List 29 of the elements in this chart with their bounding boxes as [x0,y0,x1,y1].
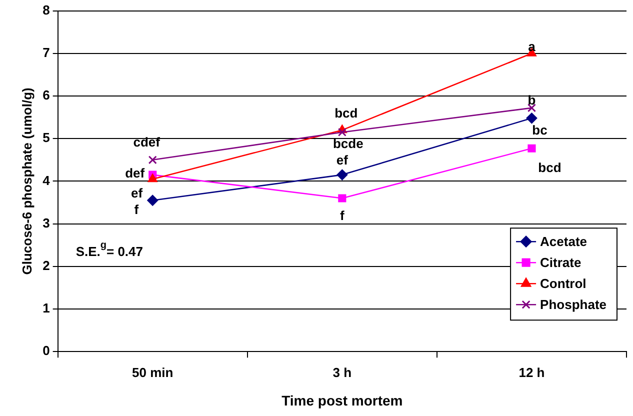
annotation: bc [532,122,548,138]
legend-label: Acetate [540,234,588,250]
annotation: f [134,202,140,217]
annotation: cdef [133,134,161,150]
y-tick-label: 7 [42,44,50,60]
legend-label: Phosphate [540,297,607,312]
legend-label: Citrate [540,255,582,270]
y-tick-label: 1 [42,300,50,316]
y-tick-label: 6 [42,88,50,103]
annotation: bcde [332,136,364,151]
annotation: bcd [538,160,562,175]
y-tick-label: 0 [42,343,50,358]
y-tick-label: 3 [42,215,50,230]
annotation: a [528,38,536,54]
x-axis-title: Time post mortem [282,392,403,408]
annotation: ef [131,186,144,201]
annotation: ef [336,152,349,168]
y-tick-label: 4 [42,172,51,188]
y-tick-label: 5 [42,130,50,146]
y-tick-label: 2 [42,258,50,273]
annotation: bcd [334,106,358,121]
x-tick-label: 3 h [332,364,352,380]
annotation: def [125,165,146,180]
y-tick-label: 8 [42,2,50,18]
x-tick-label: 12 h [518,364,545,380]
annotation: f [340,208,345,223]
y-axis-title: Glucose-6 phosphate (umol/g) [19,88,34,275]
legend-label: Control [540,276,586,292]
x-tick-label: 50 min [132,364,174,380]
